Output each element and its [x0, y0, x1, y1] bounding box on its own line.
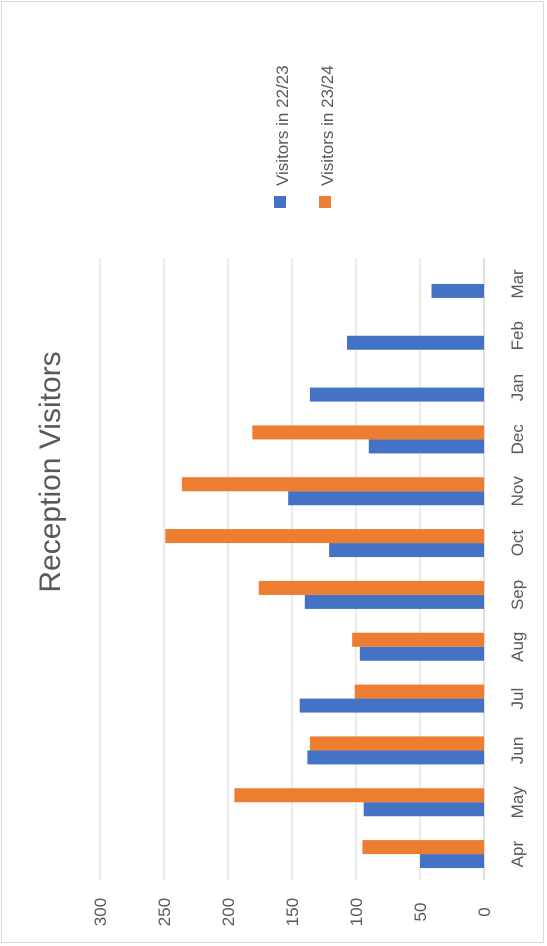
legend-swatch — [319, 196, 331, 208]
category-label: Jan — [508, 374, 527, 401]
value-axis: 0 50 100 150 200 250 300 — [91, 898, 494, 926]
bar-jul-22-23 — [299, 698, 484, 713]
bar-oct-22-23 — [329, 543, 484, 558]
value-tick-label: 250 — [155, 898, 174, 926]
category-label: Sep — [508, 580, 527, 610]
category-axis: Apr May Jun Jul Aug Sep Oct Nov Dec Jan Feb Mar — [508, 269, 527, 867]
category-label: Oct — [508, 530, 527, 557]
bar-feb-22-23 — [347, 335, 484, 350]
bar-may-22-23 — [363, 802, 484, 817]
bar-sep-23-24 — [258, 580, 484, 595]
value-tick-label: 300 — [91, 898, 110, 926]
legend-label: Visitors in 22/23 — [273, 65, 292, 186]
value-tick-label: 200 — [219, 898, 238, 926]
bar-mar-22-23 — [431, 283, 484, 298]
bar-dec-22-23 — [368, 439, 484, 454]
category-label: Feb — [508, 321, 527, 350]
value-tick-label: 150 — [283, 898, 302, 926]
bar-aug-22-23 — [359, 646, 484, 661]
legend-label: Visitors in 23/24 — [318, 65, 337, 186]
bar-sep-22-23 — [304, 594, 484, 609]
category-label: Nov — [508, 476, 527, 507]
bar-apr-22-23 — [420, 854, 484, 869]
chart-title: Reception Visitors — [34, 351, 67, 592]
value-tick-label: 100 — [347, 898, 366, 926]
bar-jan-22-23 — [309, 387, 484, 402]
category-label: Jun — [508, 737, 527, 764]
bar-oct-23-24 — [165, 529, 484, 544]
gridlines — [99, 258, 485, 880]
legend-swatch — [274, 196, 286, 208]
bar-dec-23-24 — [252, 425, 484, 440]
bar-jun-22-23 — [307, 750, 484, 765]
bar-nov-22-23 — [288, 491, 484, 506]
value-tick-label: 50 — [411, 903, 430, 922]
category-label: Jul — [508, 688, 527, 710]
category-label: Mar — [508, 269, 527, 299]
bar-nov-23-24 — [181, 477, 485, 492]
bar-aug-23-24 — [352, 632, 484, 647]
legend: Visitors in 22/23 Visitors in 23/24 — [273, 65, 337, 208]
category-label: Aug — [508, 632, 527, 662]
bar-jul-23-24 — [354, 684, 484, 699]
bar-jun-23-24 — [309, 736, 484, 751]
value-tick-label: 0 — [475, 907, 494, 916]
category-label: May — [508, 786, 527, 819]
bar-may-23-24 — [234, 788, 484, 803]
bars — [165, 283, 485, 869]
bar-apr-23-24 — [362, 840, 484, 855]
category-label: Apr — [508, 841, 527, 868]
category-label: Dec — [508, 424, 527, 455]
